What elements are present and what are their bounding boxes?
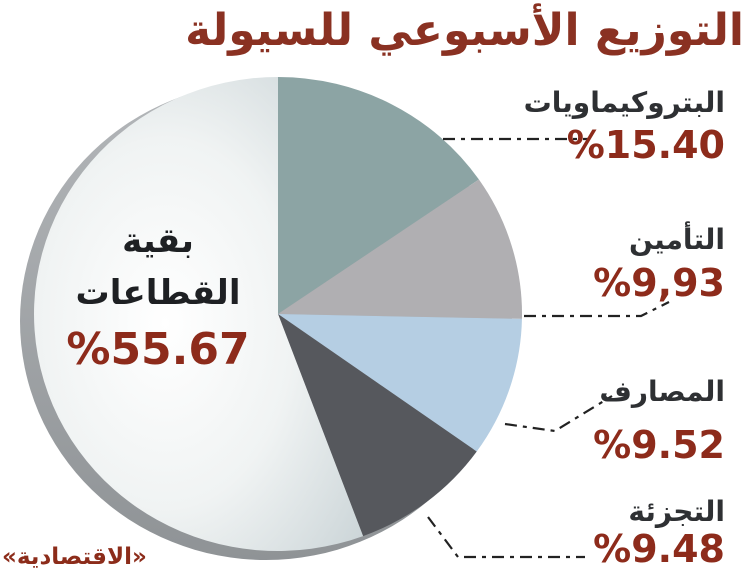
sector-value-banks: %9.52 [593,423,725,467]
sector-value-petrochemicals: %15.40 [566,123,725,167]
sector-label-banks: المصارف [599,375,725,408]
connector-line-retail [427,516,585,559]
chart-title: التوزيع الأسبوعي للسيولة [185,5,744,56]
sector-value-retail: %9.48 [593,527,725,571]
pie-slice-retail [278,314,477,537]
pie-slice-insurance [278,179,523,319]
connector-line-banks [504,395,613,433]
center-label: بقية القطاعات %55.67 [58,224,258,372]
connector-line-insurance [524,301,670,318]
pie-slice-rest-of-sectors [34,77,364,551]
sector-label-insurance: التأمين [628,223,725,256]
pie-slice-banks [278,314,522,452]
pie-slices [34,77,523,551]
center-label-value: %55.67 [66,324,250,375]
pie-slice-petrochemicals [278,77,479,314]
sector-value-insurance: %9,93 [593,261,725,305]
sector-label-retail: التجزئة [628,495,725,528]
center-label-line1: بقية [122,221,194,261]
source-credit: «الاقتصادية» [2,544,147,570]
sector-label-petrochemicals: البتروكيماويات [523,86,725,119]
center-label-line2: القطاعات [75,273,241,313]
